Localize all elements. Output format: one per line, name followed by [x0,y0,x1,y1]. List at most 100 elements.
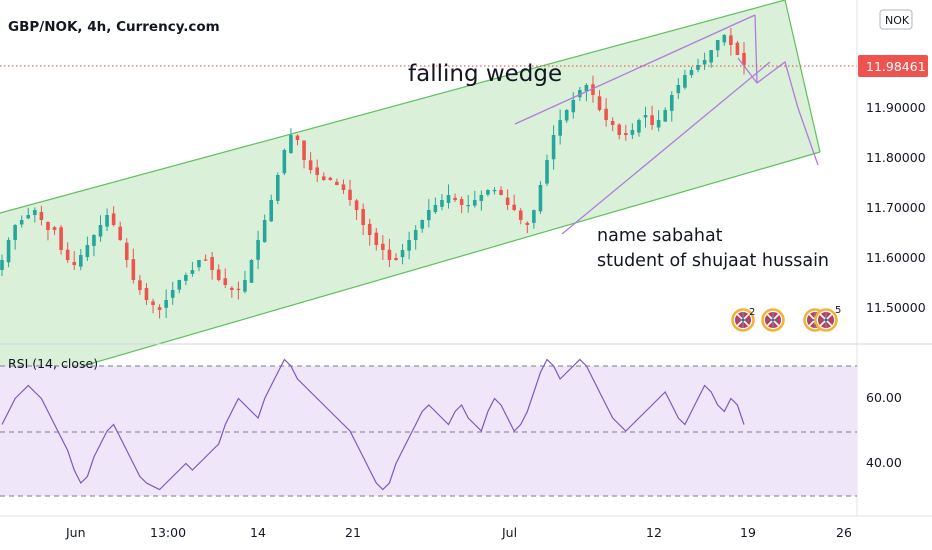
candle-body [433,205,438,213]
candle-body [729,35,733,45]
time-tick: 21 [345,525,361,540]
uk-flag-icon[interactable] [761,308,785,332]
candle-body [138,280,142,290]
candle-body [492,190,497,192]
candle-body [269,200,274,222]
candle-body [328,177,333,180]
candle-body [466,205,471,207]
candle-body [170,290,175,298]
candle-body [453,197,457,200]
candle-body [532,210,536,223]
candle-body [689,70,694,76]
rsi-band [0,366,857,496]
candle-body [407,240,411,251]
candle-body [341,184,346,190]
candle-body [472,200,477,206]
candle-body [525,222,530,225]
candle-body [702,60,707,65]
author-student-text: student of shujaat hussain [597,251,829,271]
candle-body [59,227,63,250]
candle-body [538,185,543,212]
wedge-lower-line [561,61,771,235]
candle-body [551,135,556,160]
price-tick: 11.60000 [866,250,926,265]
candle-body [92,235,96,246]
candle-body [46,221,50,230]
candle-body [236,288,241,291]
candle-body [157,307,162,310]
candle-body [0,260,4,270]
time-tick: 13:00 [150,525,186,540]
candle-body [184,275,188,281]
time-axis[interactable]: Jun 13:00 14 21 Jul 12 19 26 [0,515,932,540]
candle-body [578,90,582,98]
candle-body [289,135,293,153]
candle-body [308,160,313,170]
candle-body [630,130,635,135]
candle-body [190,270,195,274]
candle-body [440,200,444,207]
candle-body [151,301,155,305]
candle-body [663,110,668,122]
candle-body [105,215,109,227]
candle-body [335,181,339,185]
price-pane[interactable]: GBP/NOK, 4h, Currency.com falling wedge … [0,0,857,391]
candle-body [512,204,516,210]
uk-flag-icon[interactable] [731,308,755,332]
uk-flag-icon[interactable] [814,308,838,332]
candle-body [19,220,24,225]
candle-body [111,213,116,225]
candle-body [643,115,648,118]
candle-body [564,110,569,121]
last-price-tag[interactable] [858,55,928,77]
candle-body [26,215,31,219]
rsi-pane[interactable]: RSI (14, close) 40.00 60.00 [0,343,932,497]
channel-right-edge [784,0,821,153]
candle-body [256,240,260,260]
candle-body [230,287,234,290]
candle-body [72,261,77,265]
candle-body [275,175,280,201]
candle-body [98,225,103,237]
time-tick: 26 [836,525,852,540]
event-flags[interactable]: 2 5 [731,305,842,332]
candle-body [144,287,149,300]
time-tick: Jun [65,525,86,540]
candle-body [604,108,608,120]
currency-badge[interactable] [879,9,913,30]
price-tick: 11.90000 [866,100,926,115]
candle-body [164,300,168,308]
candle-body [722,35,727,43]
last-price-label: 11.98461 [866,59,926,74]
candle-body [427,210,431,221]
candle-body [302,140,306,160]
candle-body [683,75,687,88]
event-count-3: 5 [835,305,841,316]
candle-body [650,115,654,125]
event-count-1: 2 [749,307,755,318]
price-tick: 11.80000 [866,150,926,165]
candle-body [197,260,201,268]
time-tick: 19 [740,525,756,540]
candle-body [210,257,214,270]
rsi-tick: 40.00 [866,455,902,470]
price-tick: 11.50000 [866,300,926,315]
candle-body [354,200,359,210]
candle-body [262,220,267,243]
candle-body [39,212,44,220]
candle-body [315,167,319,175]
author-name-text: name sabahat [597,226,723,246]
candle-body [348,189,352,200]
candle-body [118,226,122,240]
candle-body [387,249,392,260]
candle-body [518,210,523,220]
candle-body [381,243,385,250]
candle-body [321,176,326,180]
candle-body [676,85,681,94]
candle-body [223,278,228,285]
candle-body [243,280,247,292]
candle-body [571,100,576,113]
ascending-channel [0,0,820,390]
candle-body [558,120,562,136]
candle-body [584,85,589,92]
